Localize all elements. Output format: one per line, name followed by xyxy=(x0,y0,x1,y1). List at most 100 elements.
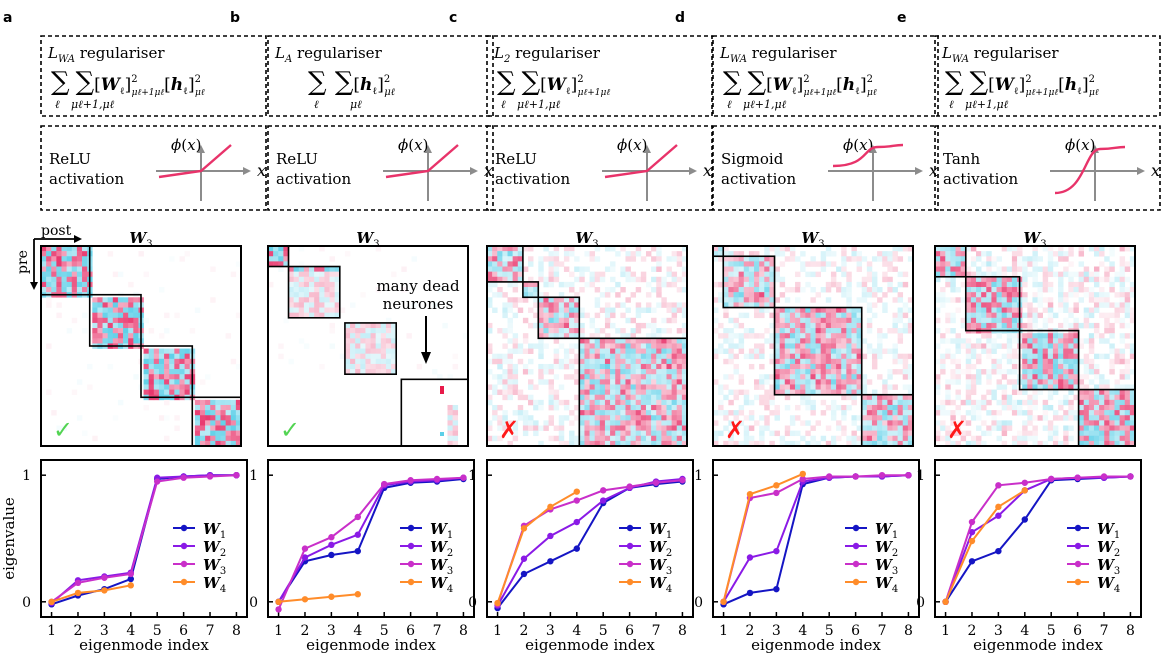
activation-name: ReLU xyxy=(276,150,318,168)
legend-marker xyxy=(1074,578,1082,586)
regulariser-box: LA regulariser∑ ∑[hℓ]2 μℓℓ μℓ xyxy=(267,35,494,117)
activation-box: ReLU activation ϕ(x) x xyxy=(267,125,494,211)
data-point-W3 xyxy=(354,513,361,521)
data-point-W3 xyxy=(301,545,309,552)
data-point-W4 xyxy=(995,503,1002,511)
x-tick-label: 4 xyxy=(572,623,581,639)
activation-box-border xyxy=(40,125,267,211)
legend-label: W1 xyxy=(875,520,898,541)
data-point-W4 xyxy=(301,596,309,603)
activation-box-border xyxy=(267,125,494,211)
x-tick-label: 6 xyxy=(625,623,634,639)
activation-word: activation xyxy=(276,170,351,188)
legend-label: W1 xyxy=(203,520,226,541)
data-point-W2 xyxy=(547,532,554,540)
arrow-right-icon xyxy=(74,235,82,243)
data-point-W3 xyxy=(433,475,441,483)
x-tick-label: 8 xyxy=(1126,623,1135,639)
heatmap-frame xyxy=(712,245,914,447)
legend-marker xyxy=(407,542,415,550)
legend-label: W3 xyxy=(649,556,672,577)
data-point-W1 xyxy=(547,558,554,565)
x-tick-label: 1 xyxy=(941,623,950,639)
y-tick-label: 0 xyxy=(916,595,925,611)
panel-letter: b xyxy=(230,10,240,26)
legend-marker xyxy=(1074,524,1082,532)
data-point-W3 xyxy=(1074,474,1081,481)
x-tick-label: 6 xyxy=(1073,623,1082,639)
data-point-W4 xyxy=(573,488,580,495)
data-point-W4 xyxy=(968,537,976,545)
legend-marker xyxy=(852,578,860,586)
y-tick-label: 0 xyxy=(22,595,31,611)
x-label: x xyxy=(929,161,938,180)
x-axis-label: eigenmode index xyxy=(751,636,881,654)
block-outline xyxy=(287,265,341,319)
regulariser-box-border xyxy=(934,35,1161,117)
regulariser-label: LWA regulariser xyxy=(941,44,1059,65)
x-tick-label: 3 xyxy=(327,623,336,639)
x-tick-label: 1 xyxy=(274,623,283,639)
sum-index: μℓ+1,μℓ xyxy=(517,98,561,111)
panel-letter: a xyxy=(3,10,12,26)
sum-index: μℓ+1,μℓ xyxy=(965,98,1009,111)
x-tick-label: 5 xyxy=(153,623,162,639)
y-tick-label: 1 xyxy=(22,468,31,484)
legend-label: W1 xyxy=(649,520,672,541)
post-label: post xyxy=(41,223,72,239)
activation-curve xyxy=(604,144,678,179)
check-icon: ✓ xyxy=(53,416,73,444)
activation-box-border xyxy=(712,125,939,211)
data-point-W4 xyxy=(127,582,134,589)
phi-label: ϕ(x) xyxy=(617,136,647,154)
sum-index: ℓ xyxy=(949,98,954,111)
arrow-down-icon xyxy=(30,282,38,290)
heatmap-cells xyxy=(487,246,688,447)
heatmap-cells xyxy=(935,246,1136,447)
panel-a: a LWA regulariser∑ ∑[Wℓ]2 μℓ+1μℓ[hℓ]2 μℓℓ μℓ+… xyxy=(0,10,267,654)
heatmap-frame xyxy=(267,245,469,447)
data-point-W3 xyxy=(852,473,859,480)
legend-label: W3 xyxy=(1097,556,1120,577)
y-arrow-icon xyxy=(197,145,205,153)
series-line-W2 xyxy=(277,476,464,603)
data-point-W4 xyxy=(773,482,780,489)
matrix-title: W3 xyxy=(129,229,152,250)
plot-frame xyxy=(40,459,248,618)
data-point-W1 xyxy=(773,585,780,593)
data-point-W1 xyxy=(573,545,580,552)
x-tick-label: 1 xyxy=(719,623,728,639)
y-arrow-icon xyxy=(643,145,651,153)
block-outline xyxy=(964,275,1021,332)
heatmap-cells xyxy=(713,246,914,447)
x-arrow-icon xyxy=(1137,167,1145,175)
regulariser-formula: ∑ ∑[Wℓ]2 μℓ+1μℓ xyxy=(497,67,610,98)
activation-word: activation xyxy=(495,170,570,188)
y-tick-label: 1 xyxy=(916,468,925,484)
data-point-W2 xyxy=(773,547,780,555)
block-outline xyxy=(140,345,194,399)
x-tick-label: 2 xyxy=(968,623,977,639)
data-point-W4 xyxy=(1021,487,1028,494)
y-tick-label: 0 xyxy=(468,595,477,611)
data-point-W4 xyxy=(275,598,282,606)
legend-marker xyxy=(852,524,860,532)
x-tick-label: 7 xyxy=(206,623,215,639)
data-point-W4 xyxy=(494,599,501,607)
x-tick-label: 8 xyxy=(232,623,241,639)
regulariser-formula: ∑ ∑[Wℓ]2 μℓ+1μℓ[hℓ]2 μℓ xyxy=(51,67,205,98)
matrix-title: W3 xyxy=(1023,229,1046,250)
legend-label: W4 xyxy=(649,574,672,595)
panel-b: b LA regulariser∑ ∑[hℓ]2 μℓℓ μℓ ReLU activati… xyxy=(230,10,494,654)
x-tick-label: 3 xyxy=(100,623,109,639)
panel-e: e LWA regulariser∑ ∑[Wℓ]2 μℓ+1μℓ[hℓ]2 μℓℓ μℓ+… xyxy=(897,10,1161,654)
y-tick-label: 1 xyxy=(249,468,258,484)
regulariser-label: LWA regulariser xyxy=(719,44,837,65)
legend-marker xyxy=(626,560,634,568)
x-tick-label: 7 xyxy=(878,623,887,639)
data-point-W4 xyxy=(74,589,82,597)
x-axis-label: eigenmode index xyxy=(525,636,655,654)
